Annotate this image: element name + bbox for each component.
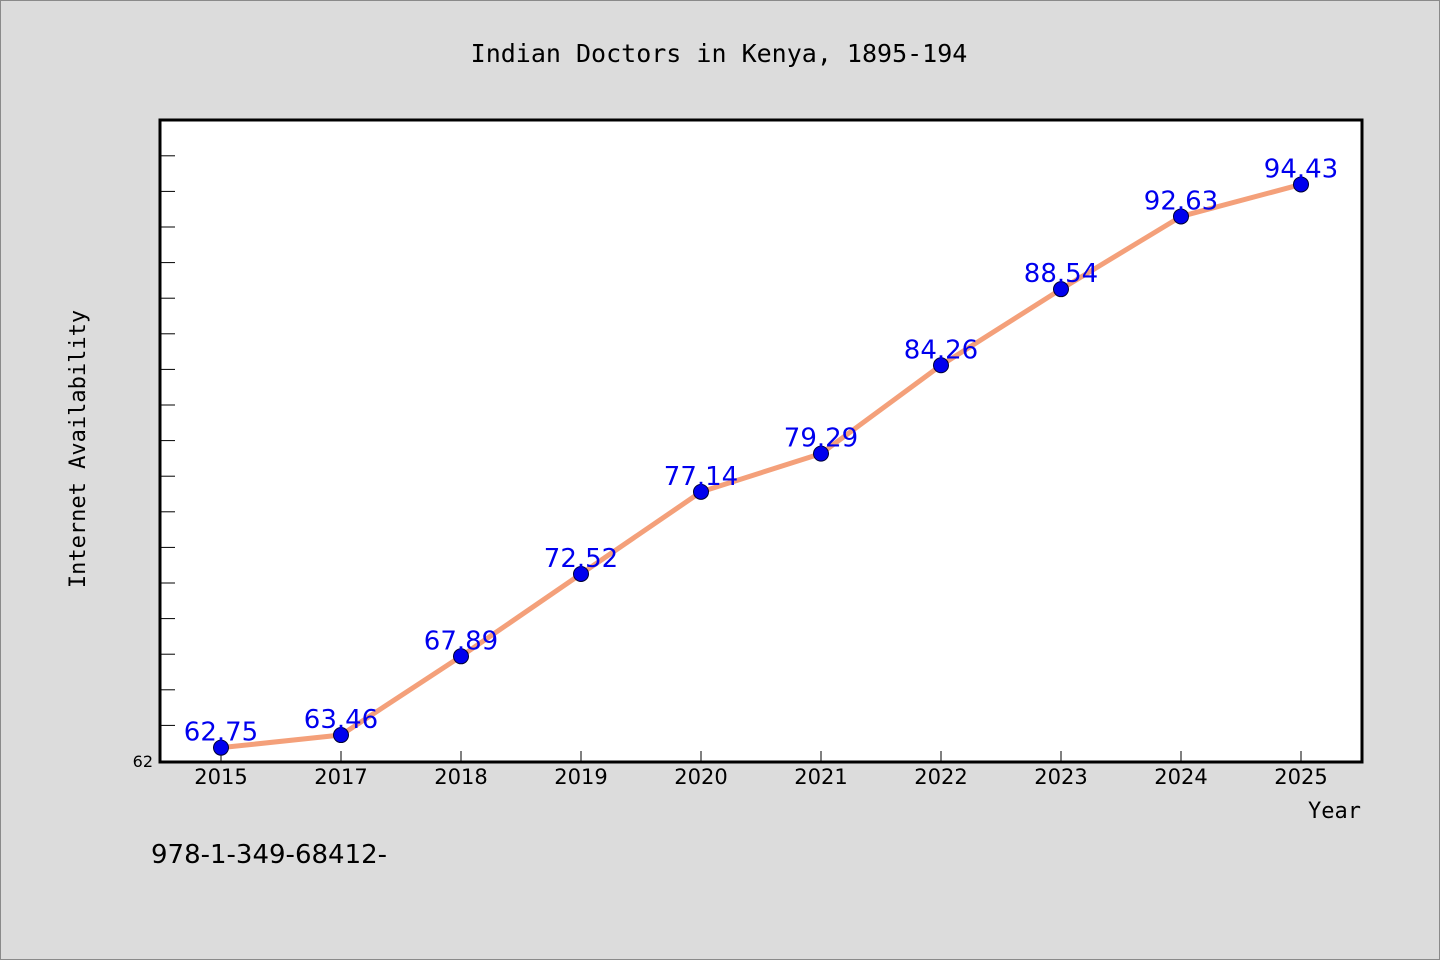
data-point bbox=[453, 648, 469, 665]
x-tick-label: 2019 bbox=[554, 765, 607, 789]
x-tick-label: 2024 bbox=[1154, 765, 1207, 789]
y-axis-label: Internet Availability bbox=[66, 310, 91, 588]
data-label: 67.89 bbox=[424, 626, 498, 656]
data-label: 92.63 bbox=[1144, 186, 1218, 216]
x-tick-label: 2023 bbox=[1034, 765, 1087, 789]
data-point bbox=[933, 357, 949, 374]
series-line bbox=[218, 181, 1304, 751]
data-point bbox=[573, 565, 589, 582]
x-tick-label: 2022 bbox=[914, 765, 967, 789]
x-axis-label: Year bbox=[1308, 799, 1361, 824]
y-axis-tick-labels: 62 bbox=[133, 752, 153, 771]
data-point bbox=[213, 739, 229, 756]
x-tick-label: 2021 bbox=[794, 765, 847, 789]
y-tick-label: 62 bbox=[133, 752, 153, 771]
data-label: 77.14 bbox=[664, 462, 738, 492]
data-labels: 62.75 63.46 67.89 72.52 77.14 79.29 84.26 88.54… bbox=[184, 154, 1338, 747]
data-point bbox=[693, 483, 709, 500]
data-label: 88.54 bbox=[1024, 259, 1098, 289]
data-label: 94.43 bbox=[1264, 154, 1338, 184]
data-point bbox=[1173, 208, 1189, 225]
x-tick-label: 2018 bbox=[434, 765, 487, 789]
x-tick-label: 2020 bbox=[674, 765, 727, 789]
data-point bbox=[333, 727, 349, 744]
data-point bbox=[1293, 176, 1309, 193]
data-points bbox=[213, 176, 1309, 756]
chart-title: Indian Doctors in Kenya, 1895-194 bbox=[471, 39, 968, 68]
data-label: 72.52 bbox=[544, 544, 618, 574]
data-label: 84.26 bbox=[904, 335, 978, 365]
data-label: 62.75 bbox=[184, 718, 258, 748]
x-tick-label: 2025 bbox=[1274, 765, 1327, 789]
x-tick-label: 2017 bbox=[314, 765, 367, 789]
data-label: 79.29 bbox=[784, 424, 858, 454]
x-axis-tick-labels: 2015 2017 2018 2019 2020 2021 2022 2023 2024 2025 bbox=[194, 765, 1327, 789]
y-axis-ticks bbox=[161, 155, 175, 762]
data-point bbox=[1053, 281, 1069, 298]
footer-isbn-text: 978-1-349-68412- bbox=[151, 840, 387, 870]
data-label: 63.46 bbox=[304, 705, 378, 735]
x-tick-label: 2015 bbox=[194, 765, 247, 789]
data-point bbox=[813, 445, 829, 462]
